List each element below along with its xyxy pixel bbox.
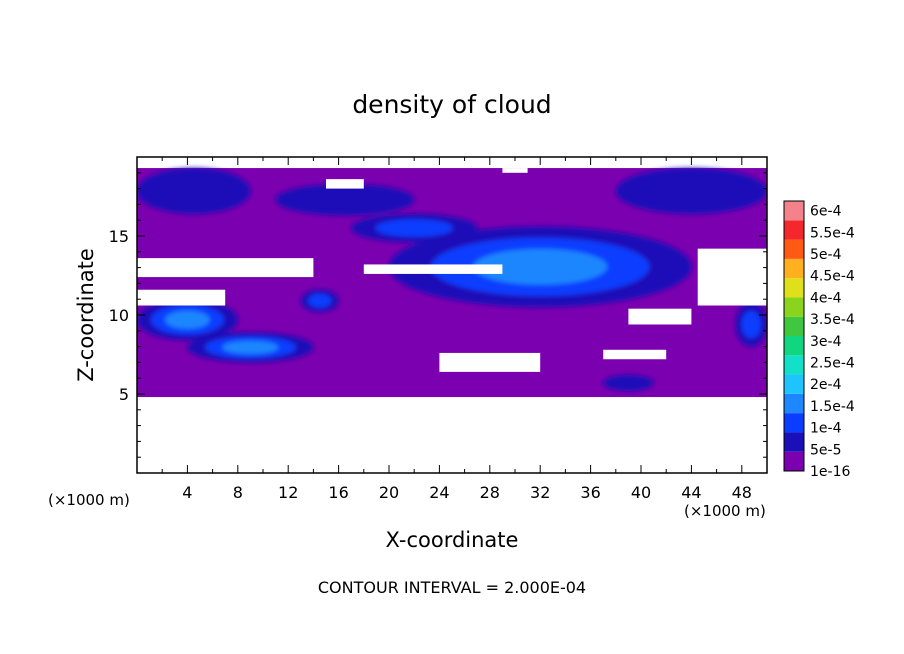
x-tick-label: 44 bbox=[681, 483, 701, 502]
legend-label: 6e-4 bbox=[810, 204, 842, 220]
legend-swatch bbox=[784, 413, 804, 433]
cloud-feature bbox=[375, 219, 453, 237]
cloud-feature bbox=[308, 293, 332, 308]
x-tick-label: 20 bbox=[379, 483, 399, 502]
legend-label: 5e-4 bbox=[810, 247, 842, 263]
legend-swatch bbox=[784, 220, 804, 240]
cloud-feature bbox=[165, 310, 210, 329]
legend-swatch bbox=[784, 258, 804, 279]
legend-swatch bbox=[784, 432, 804, 452]
x-unit-left: (×1000 m) bbox=[48, 491, 130, 509]
clear-region bbox=[137, 258, 314, 278]
x-tick-label: 32 bbox=[530, 483, 550, 502]
legend-label: 2e-4 bbox=[810, 377, 842, 393]
x-unit-right: (×1000 m) bbox=[684, 502, 766, 520]
x-tick-label: 8 bbox=[233, 483, 243, 502]
legend-swatch bbox=[784, 201, 804, 221]
cloud-feature bbox=[615, 168, 767, 214]
cloud-feature bbox=[222, 340, 279, 355]
legend-label: 1e-16 bbox=[810, 464, 850, 480]
x-tick-label: 36 bbox=[580, 483, 600, 502]
x-axis-label: X-coordinate bbox=[386, 528, 519, 552]
legend-frame bbox=[783, 200, 805, 472]
legend-swatch bbox=[784, 297, 804, 317]
legend-swatch bbox=[784, 336, 804, 356]
legend-swatch bbox=[784, 278, 804, 298]
clear-region bbox=[137, 289, 226, 306]
legend-label: 3.5e-4 bbox=[810, 312, 855, 328]
legend-swatch bbox=[784, 393, 804, 414]
x-tick-label: 24 bbox=[429, 483, 449, 502]
x-tick-label: 16 bbox=[328, 483, 348, 502]
legend-swatch bbox=[784, 374, 804, 394]
legend-swatch bbox=[784, 355, 804, 375]
legend-label: 5e-5 bbox=[810, 442, 841, 458]
cloud-feature bbox=[137, 168, 251, 214]
cloud-features bbox=[137, 168, 767, 391]
clear-region bbox=[697, 248, 767, 306]
legend-label: 3e-4 bbox=[810, 334, 842, 350]
x-axis: 4 8 12 16 20 24 28 32 36 40 44 48 bbox=[161, 157, 752, 502]
clear-region bbox=[439, 352, 541, 372]
y-axis: 5 10 15 bbox=[109, 172, 767, 458]
chart-title: density of cloud bbox=[352, 90, 551, 119]
legend-label: 2.5e-4 bbox=[810, 356, 855, 372]
color-legend: 1e-16 5e-5 1e-4 1.5e-4 2e-4 2.5e-4 3e-4 3.5e-4 4… bbox=[783, 200, 855, 480]
cloud-feature bbox=[473, 248, 608, 285]
x-tick-label: 48 bbox=[732, 483, 752, 502]
clear-region bbox=[326, 179, 364, 189]
y-tick-label: 10 bbox=[109, 306, 129, 325]
y-tick-label: 15 bbox=[109, 227, 129, 246]
contour-interval-note: CONTOUR INTERVAL = 2.000E-04 bbox=[318, 578, 586, 597]
y-axis-label: Z-coordinate bbox=[74, 248, 98, 382]
clear-region bbox=[502, 168, 528, 173]
legend-label: 1.5e-4 bbox=[810, 399, 855, 415]
clear-regions bbox=[137, 168, 767, 473]
legend-label: 4.5e-4 bbox=[810, 269, 855, 285]
legend-swatch bbox=[784, 451, 804, 471]
cloud-feature bbox=[275, 183, 415, 216]
x-tick-label: 4 bbox=[182, 483, 192, 502]
plot-area bbox=[137, 157, 767, 473]
cloud-feature bbox=[741, 310, 761, 339]
clear-region bbox=[137, 397, 767, 473]
legend-swatch bbox=[784, 316, 804, 336]
x-tick-label: 12 bbox=[278, 483, 298, 502]
legend-label: 5.5e-4 bbox=[810, 225, 855, 241]
clear-region bbox=[603, 349, 667, 360]
legend-label: 1e-4 bbox=[810, 421, 842, 437]
cloud-feature bbox=[603, 375, 654, 391]
y-tick-label: 5 bbox=[119, 385, 129, 404]
clear-region bbox=[363, 264, 503, 274]
legend-swatch bbox=[784, 239, 804, 259]
x-tick-label: 28 bbox=[480, 483, 500, 502]
clear-region bbox=[628, 308, 692, 325]
legend-label: 4e-4 bbox=[810, 290, 842, 306]
x-tick-label: 40 bbox=[631, 483, 651, 502]
